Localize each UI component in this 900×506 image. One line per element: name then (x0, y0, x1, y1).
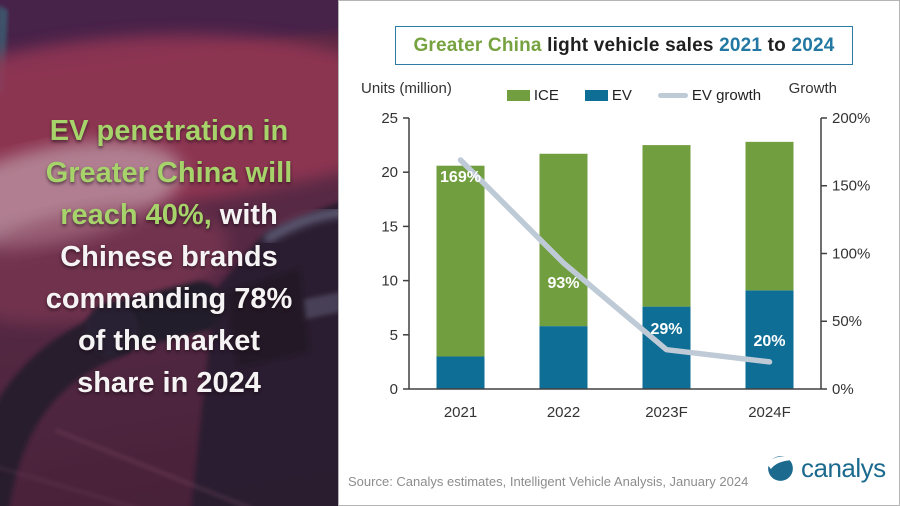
bar-ev-2022 (539, 326, 588, 389)
right-tick-label: 100% (832, 245, 870, 262)
bar-ice-2022 (539, 153, 588, 327)
legend-label: EV (611, 87, 632, 104)
legend-label: EV growth (691, 87, 762, 104)
ev-growth-line (457, 157, 773, 365)
growth-point-label: 93% (547, 275, 579, 292)
legend: ICE EV EV growth (459, 87, 809, 104)
title-part: to (762, 34, 792, 56)
growth-point-label: 169% (440, 169, 481, 186)
legend-swatch (584, 90, 608, 101)
category-label: 2023F (645, 404, 688, 421)
right-tick-label: 150% (832, 178, 870, 195)
legend-item-ev-growth: EV growth (657, 87, 762, 104)
headline-white-text: with Chinese brands commanding 78% of th… (45, 199, 293, 399)
title-part: 2021 (719, 34, 763, 56)
ev-charging-photo (0, 0, 338, 506)
bar-ice-2024f (745, 141, 794, 291)
left-tick-label: 25 (381, 110, 398, 127)
category-label: 2022 (547, 404, 580, 421)
legend-item-ice: ICE (506, 87, 559, 104)
canalys-logo-icon (767, 456, 794, 481)
headline: EV penetration in Greater China will rea… (0, 110, 338, 404)
bar-ice-2023f (642, 145, 691, 307)
stacked-bar-chart: 0 5 10 15 20 25 0% 50% 100% 150% 200% 169% 93% 29% 20%… (381, 110, 870, 421)
canalys-logo: canalys (767, 453, 886, 484)
chart-title: Greater China light vehicle sales 2021 t… (395, 26, 853, 65)
title-part: 2024 (791, 34, 835, 56)
legend-item-ev: EV (584, 87, 632, 104)
right-tick-label: 200% (832, 110, 870, 127)
left-tick-label: 15 (381, 218, 398, 235)
growth-point-label: 20% (753, 333, 785, 350)
canalys-logo-text: canalys (801, 453, 886, 483)
legend-line (657, 93, 688, 98)
hero-image-panel: EV penetration in Greater China will rea… (0, 0, 338, 506)
right-axis-title: Growth (788, 80, 837, 97)
bar-ev-2021 (436, 356, 485, 389)
left-tick-label: 20 (381, 164, 398, 181)
bar-ev-2024f (745, 290, 794, 389)
legend-swatch (506, 90, 530, 101)
left-tick-label: 0 (390, 381, 398, 398)
category-label: 2021 (444, 404, 477, 421)
title-part: Greater China (413, 34, 542, 56)
headline-green-text: EV penetration in Greater China will rea… (45, 115, 293, 231)
right-tick-label: 0% (832, 381, 854, 398)
chart-panel: Greater China light vehicle sales 2021 t… (338, 0, 900, 506)
left-tick-label: 5 (390, 327, 398, 344)
left-tick-label: 10 (381, 273, 398, 290)
right-tick-label: 50% (832, 313, 862, 330)
growth-point-label: 29% (650, 321, 682, 338)
left-axis-title: Units (million) (361, 80, 452, 97)
category-label: 2024F (748, 404, 791, 421)
title-part: light vehicle sales (541, 34, 720, 56)
source-note: Source: Canalys estimates, Intelligent V… (348, 474, 749, 489)
legend-label: ICE (533, 87, 559, 104)
bar-ice-2021 (436, 165, 485, 357)
